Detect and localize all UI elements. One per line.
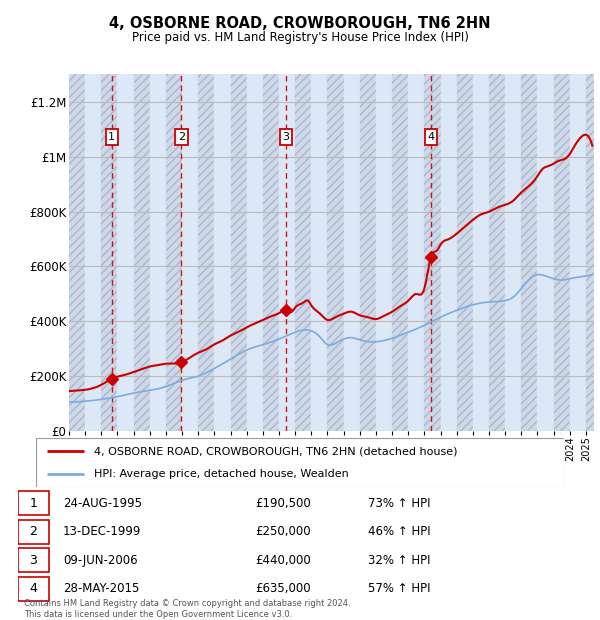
Bar <box>263 74 279 431</box>
Bar <box>263 74 279 431</box>
Bar <box>344 74 360 431</box>
Bar <box>69 74 85 431</box>
Text: 2: 2 <box>29 525 37 538</box>
Text: £190,500: £190,500 <box>255 497 311 510</box>
Bar <box>489 74 505 431</box>
Text: £250,000: £250,000 <box>255 525 311 538</box>
Text: £440,000: £440,000 <box>255 554 311 567</box>
Text: Price paid vs. HM Land Registry's House Price Index (HPI): Price paid vs. HM Land Registry's House … <box>131 31 469 44</box>
Bar <box>214 74 230 431</box>
Text: 73% ↑ HPI: 73% ↑ HPI <box>368 497 430 510</box>
Bar <box>586 74 600 431</box>
Bar <box>424 74 440 431</box>
Bar <box>295 74 311 431</box>
Bar <box>457 74 473 431</box>
Bar <box>18 491 49 515</box>
Bar <box>473 74 489 431</box>
Bar <box>554 74 570 431</box>
Text: 3: 3 <box>29 554 37 567</box>
Bar <box>424 74 440 431</box>
Bar <box>360 74 376 431</box>
Bar <box>69 74 85 431</box>
Bar <box>198 74 214 431</box>
Bar <box>586 74 600 431</box>
Text: 4, OSBORNE ROAD, CROWBOROUGH, TN6 2HN: 4, OSBORNE ROAD, CROWBOROUGH, TN6 2HN <box>109 16 491 30</box>
Bar <box>521 74 538 431</box>
Bar <box>18 520 49 544</box>
Bar <box>328 74 344 431</box>
Text: 13-DEC-1999: 13-DEC-1999 <box>63 525 142 538</box>
Bar <box>279 74 295 431</box>
Bar <box>101 74 118 431</box>
Bar <box>311 74 328 431</box>
Bar <box>440 74 457 431</box>
Text: 46% ↑ HPI: 46% ↑ HPI <box>368 525 430 538</box>
Text: Contains HM Land Registry data © Crown copyright and database right 2024.
This d: Contains HM Land Registry data © Crown c… <box>24 600 350 619</box>
Bar <box>538 74 554 431</box>
Bar <box>18 548 49 572</box>
Bar <box>182 74 198 431</box>
Bar <box>570 74 586 431</box>
Bar <box>505 74 521 431</box>
Bar <box>489 74 505 431</box>
Bar <box>408 74 424 431</box>
Bar <box>392 74 408 431</box>
Bar <box>230 74 247 431</box>
Bar <box>457 74 473 431</box>
Bar <box>134 74 150 431</box>
Bar <box>150 74 166 431</box>
Text: 3: 3 <box>283 132 290 142</box>
Text: 09-JUN-2006: 09-JUN-2006 <box>63 554 138 567</box>
Text: £635,000: £635,000 <box>255 582 311 595</box>
Bar <box>360 74 376 431</box>
Bar <box>134 74 150 431</box>
Text: 4: 4 <box>427 132 434 142</box>
Text: 2: 2 <box>178 132 185 142</box>
Bar <box>247 74 263 431</box>
Bar <box>101 74 118 431</box>
Text: 32% ↑ HPI: 32% ↑ HPI <box>368 554 430 567</box>
Text: 24-AUG-1995: 24-AUG-1995 <box>63 497 142 510</box>
Bar <box>198 74 214 431</box>
Text: 4, OSBORNE ROAD, CROWBOROUGH, TN6 2HN (detached house): 4, OSBORNE ROAD, CROWBOROUGH, TN6 2HN (d… <box>94 446 458 456</box>
Bar <box>166 74 182 431</box>
Bar <box>376 74 392 431</box>
Bar <box>392 74 408 431</box>
Text: HPI: Average price, detached house, Wealden: HPI: Average price, detached house, Weal… <box>94 469 349 479</box>
Text: 4: 4 <box>29 582 37 595</box>
Bar <box>295 74 311 431</box>
Bar <box>328 74 344 431</box>
Bar <box>230 74 247 431</box>
Text: 1: 1 <box>109 132 115 142</box>
Text: 28-MAY-2015: 28-MAY-2015 <box>63 582 139 595</box>
Text: 1: 1 <box>29 497 37 510</box>
Text: 57% ↑ HPI: 57% ↑ HPI <box>368 582 430 595</box>
Bar <box>554 74 570 431</box>
Bar <box>521 74 538 431</box>
Bar <box>118 74 134 431</box>
Bar <box>85 74 101 431</box>
Bar <box>18 577 49 601</box>
Bar <box>166 74 182 431</box>
